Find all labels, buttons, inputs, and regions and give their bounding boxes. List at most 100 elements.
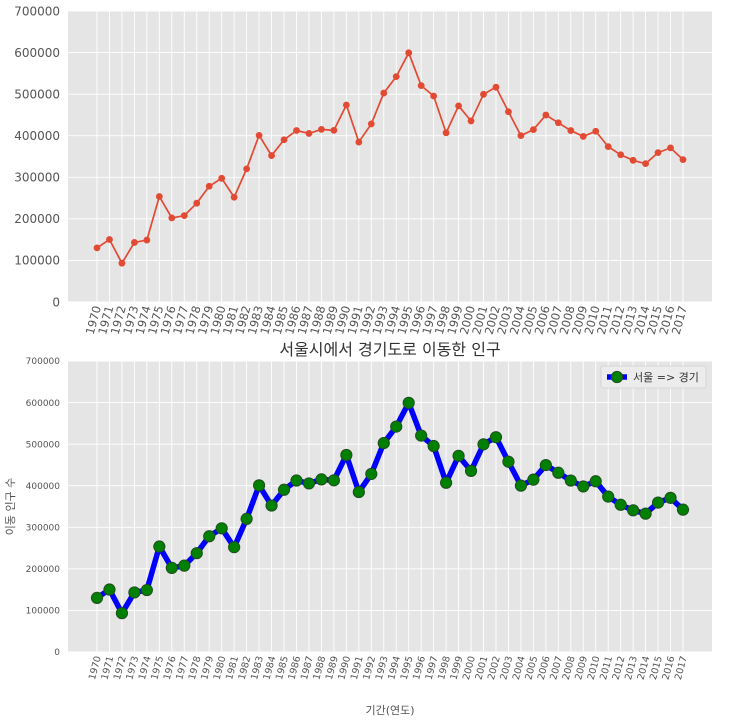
data-point bbox=[402, 396, 415, 409]
chart-1: 0 100000 200000 300000 400000 500000 600000 700… bbox=[14, 4, 712, 336]
data-point bbox=[676, 503, 690, 516]
data-point bbox=[330, 126, 338, 134]
x-axis-label: 기간(연도) bbox=[365, 704, 414, 717]
y-tick-label: 600000 bbox=[26, 399, 61, 409]
y-tick-label: 200000 bbox=[14, 212, 60, 226]
data-point bbox=[642, 160, 649, 168]
data-point bbox=[514, 479, 528, 492]
series-1 bbox=[90, 396, 690, 620]
data-point bbox=[155, 193, 163, 200]
data-point bbox=[455, 102, 462, 110]
data-point bbox=[230, 193, 238, 201]
data-point bbox=[367, 120, 375, 128]
data-point bbox=[255, 131, 263, 139]
data-point bbox=[539, 458, 552, 472]
data-point bbox=[228, 541, 241, 554]
gridlines bbox=[68, 10, 712, 303]
data-point bbox=[502, 455, 515, 468]
y-tick-label: 300000 bbox=[14, 171, 60, 185]
data-point bbox=[617, 151, 625, 159]
data-point bbox=[554, 119, 562, 127]
plot-area bbox=[68, 11, 712, 302]
data-point bbox=[377, 436, 390, 450]
data-point bbox=[355, 138, 363, 146]
y-tick-label: 500000 bbox=[26, 440, 61, 450]
chart-title: 서울시에서 경기도로 이동한 인구 bbox=[279, 340, 500, 359]
data-point bbox=[505, 108, 512, 116]
data-point bbox=[115, 607, 129, 620]
data-point bbox=[480, 90, 487, 98]
data-point bbox=[542, 111, 550, 119]
data-point bbox=[277, 483, 291, 496]
data-point bbox=[178, 559, 191, 572]
data-point bbox=[103, 583, 116, 596]
y-tick-label: 300000 bbox=[26, 524, 61, 534]
data-point bbox=[93, 244, 101, 252]
data-point bbox=[392, 73, 400, 80]
data-point bbox=[352, 485, 365, 499]
data-point bbox=[153, 540, 166, 553]
data-point bbox=[205, 182, 213, 190]
data-point bbox=[318, 126, 325, 133]
data-point bbox=[679, 156, 687, 164]
data-point bbox=[430, 92, 438, 100]
y-axis-label: 이동 인구 수 bbox=[4, 478, 17, 536]
data-point bbox=[440, 476, 453, 489]
data-point bbox=[517, 132, 525, 140]
y-tick-label: 200000 bbox=[26, 565, 61, 575]
data-point bbox=[365, 467, 378, 481]
data-point bbox=[215, 522, 228, 535]
data-point bbox=[280, 136, 288, 144]
data-point bbox=[290, 474, 303, 487]
data-point bbox=[140, 583, 153, 597]
data-point bbox=[592, 127, 600, 135]
y-tick-label: 600000 bbox=[14, 46, 60, 60]
data-point bbox=[327, 474, 340, 487]
data-point bbox=[240, 512, 253, 525]
y-tick-label: 100000 bbox=[26, 607, 61, 617]
y-tick-label: 700000 bbox=[14, 4, 60, 18]
data-point bbox=[464, 464, 478, 478]
data-point bbox=[602, 490, 615, 503]
data-point bbox=[265, 499, 278, 512]
data-point bbox=[190, 547, 203, 560]
data-point bbox=[489, 431, 503, 444]
data-point bbox=[417, 82, 425, 89]
data-point bbox=[118, 259, 126, 267]
data-point bbox=[527, 473, 540, 486]
data-point bbox=[218, 174, 226, 182]
data-point bbox=[427, 439, 440, 453]
y-tick-label: 0 bbox=[54, 648, 60, 658]
data-point bbox=[654, 149, 662, 157]
y-tick-label: 700000 bbox=[26, 357, 61, 367]
data-point bbox=[614, 498, 627, 511]
legend-label: 서울 => 경기 bbox=[633, 371, 699, 384]
data-point bbox=[342, 101, 350, 109]
x-tick-labels: 1970197119721973197419751976197719781979… bbox=[83, 304, 690, 336]
data-point bbox=[589, 475, 602, 488]
data-point bbox=[639, 507, 652, 520]
data-point bbox=[302, 477, 316, 490]
data-point bbox=[165, 561, 178, 575]
data-point bbox=[143, 236, 151, 244]
data-point bbox=[168, 214, 176, 222]
data-point bbox=[567, 127, 575, 134]
chart-2: 0 100000 200000 300000 400000 500000 600000 700… bbox=[4, 340, 712, 717]
data-point bbox=[131, 239, 138, 246]
data-point bbox=[579, 133, 587, 140]
data-point bbox=[180, 212, 188, 220]
data-point bbox=[390, 420, 403, 433]
y-tick-label: 400000 bbox=[26, 482, 61, 492]
data-point bbox=[467, 117, 475, 125]
data-point bbox=[442, 129, 450, 137]
data-point bbox=[627, 504, 640, 517]
data-point bbox=[452, 449, 465, 462]
data-point bbox=[477, 438, 490, 451]
data-point bbox=[529, 126, 537, 134]
data-point bbox=[664, 491, 677, 504]
data-point bbox=[90, 591, 104, 604]
data-point bbox=[577, 480, 590, 493]
y-tick-labels: 0 100000 200000 300000 400000 500000 600000 700… bbox=[26, 357, 61, 658]
data-point bbox=[651, 496, 665, 509]
data-point bbox=[604, 143, 612, 151]
